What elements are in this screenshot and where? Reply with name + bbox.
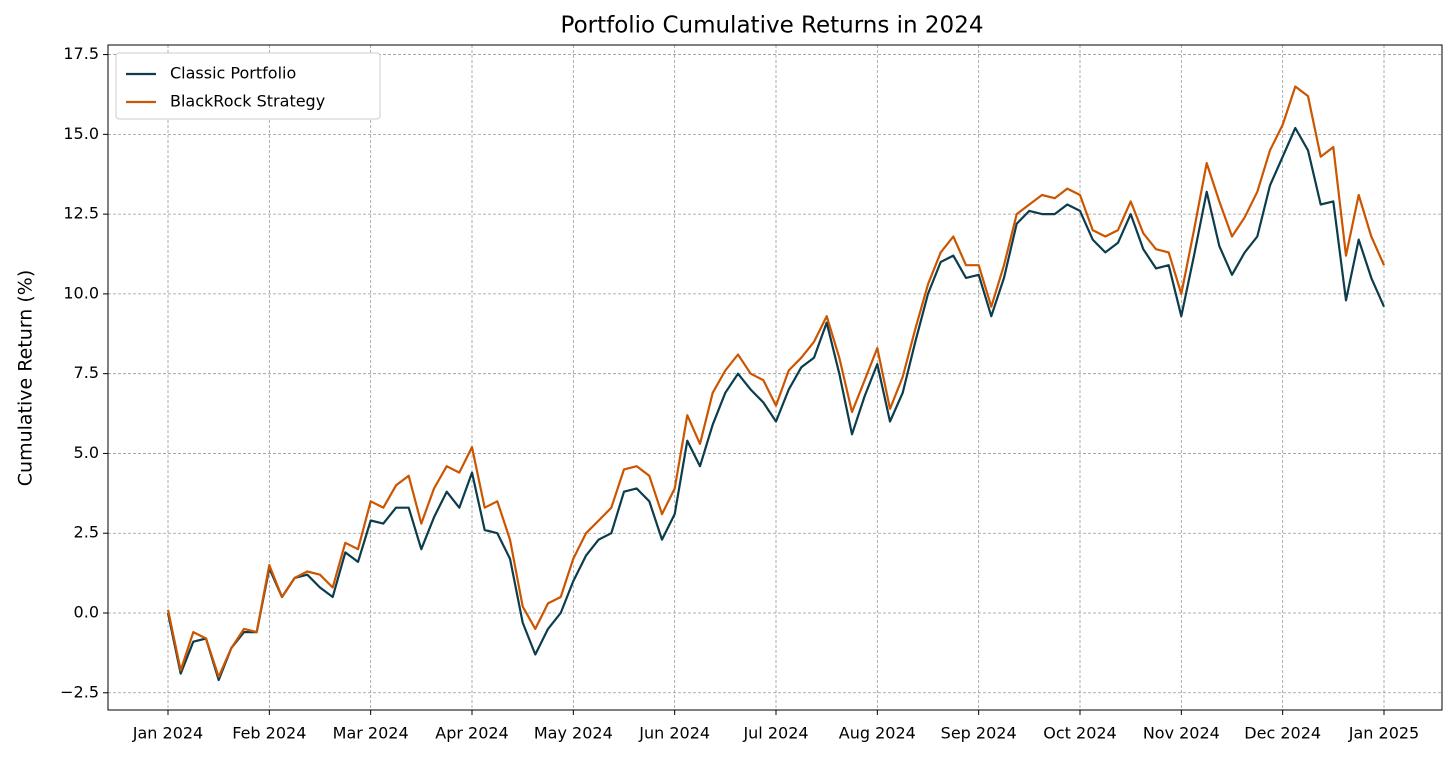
x-tick-label: Oct 2024 — [1043, 724, 1116, 743]
y-tick-label: −2.5 — [60, 682, 99, 701]
chart-title: Portfolio Cumulative Returns in 2024 — [561, 13, 984, 39]
x-tick-label: Apr 2024 — [435, 724, 508, 743]
legend: Classic Portfolio BlackRock Strategy — [115, 52, 381, 120]
x-tick-label: Jan 2024 — [132, 724, 203, 743]
x-tick-label: Feb 2024 — [232, 724, 306, 743]
y-tick-label: 12.5 — [63, 204, 99, 223]
y-tick-label: 7.5 — [74, 363, 99, 382]
y-axis-label: Cumulative Return (%) — [15, 270, 37, 486]
legend-label: BlackRock Strategy — [170, 92, 325, 111]
x-tick-label: May 2024 — [534, 724, 613, 743]
x-tick-label: Nov 2024 — [1143, 724, 1220, 743]
y-tick-label: 2.5 — [74, 523, 99, 542]
y-tick-label: 10.0 — [63, 283, 99, 302]
legend-box — [115, 52, 381, 120]
y-tick-label: 15.0 — [63, 124, 99, 143]
x-tick-label: Jun 2024 — [638, 724, 710, 743]
plot-frame — [107, 44, 1443, 711]
series-line — [166, 85, 1386, 678]
x-tick-label: Mar 2024 — [333, 724, 409, 743]
y-tick-label: 5.0 — [74, 443, 99, 462]
series-line — [166, 126, 1386, 682]
x-tick-label: Aug 2024 — [839, 724, 916, 743]
x-tick-label: Jan 2025 — [1348, 724, 1419, 743]
legend-label: Classic Portfolio — [170, 64, 296, 83]
x-tick-label: Jul 2024 — [742, 724, 808, 743]
y-tick-label: 0.0 — [74, 602, 99, 621]
y-tick-label: 17.5 — [63, 44, 99, 63]
x-tick-label: Sep 2024 — [941, 724, 1017, 743]
x-tick-label: Dec 2024 — [1244, 724, 1321, 743]
